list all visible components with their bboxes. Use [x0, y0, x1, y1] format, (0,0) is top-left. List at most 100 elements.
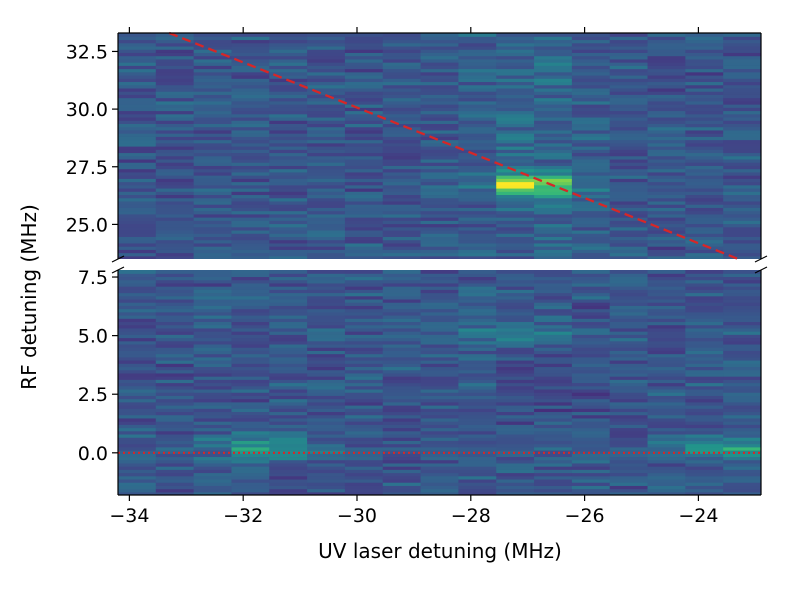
heatmap-cell — [496, 395, 535, 400]
heatmap-cell — [685, 440, 724, 445]
heatmap-cell — [723, 433, 761, 438]
heatmap-cell — [496, 123, 535, 128]
heatmap-cell — [420, 226, 460, 231]
heatmap-cell — [269, 129, 308, 134]
heatmap-cell — [193, 62, 233, 66]
heatmap-cell — [155, 229, 195, 234]
heatmap-cell — [344, 446, 384, 451]
heatmap-cell — [685, 292, 724, 297]
heatmap-cell — [571, 146, 611, 150]
heatmap-cell — [307, 459, 346, 464]
heatmap-cell — [458, 255, 497, 259]
heatmap-cell — [496, 91, 535, 95]
heatmap-cell — [647, 78, 686, 83]
heatmap-cell — [193, 388, 233, 393]
heatmap-cell — [231, 327, 270, 332]
heatmap-cell — [647, 246, 686, 250]
heatmap-cell — [155, 385, 195, 390]
heatmap-cell — [420, 133, 460, 137]
heatmap-cell — [382, 65, 422, 70]
heatmap-cell — [307, 207, 346, 212]
heatmap-cell — [609, 456, 649, 461]
heatmap-cell — [723, 337, 761, 342]
heatmap-cell — [118, 321, 157, 326]
heatmap-cell — [534, 42, 573, 47]
heatmap-cell — [231, 136, 270, 141]
heatmap-cell — [193, 363, 233, 368]
heatmap-cell — [609, 295, 649, 300]
heatmap-cell — [458, 136, 497, 141]
heatmap-cell — [685, 324, 724, 329]
heatmap-cell — [458, 233, 497, 237]
heatmap-cell — [496, 55, 535, 60]
heatmap-cell — [231, 453, 270, 458]
heatmap-cell — [420, 369, 460, 374]
heatmap-cell — [534, 315, 573, 319]
heatmap-cell — [420, 155, 460, 160]
heatmap-cell — [534, 78, 573, 83]
heatmap-cell — [231, 308, 270, 313]
heatmap-cell — [118, 184, 157, 189]
heatmap-cell — [420, 255, 460, 259]
heatmap-cell — [496, 71, 535, 76]
heatmap-cell — [609, 220, 649, 225]
heatmap-cell — [382, 276, 422, 281]
heatmap-cell — [307, 91, 346, 95]
heatmap-cell — [344, 162, 384, 166]
heatmap-cell — [269, 491, 308, 495]
heatmap-cell — [193, 136, 233, 141]
heatmap-cell — [458, 200, 497, 205]
heatmap-cell — [344, 315, 384, 319]
heatmap-cell — [685, 210, 724, 215]
heatmap-cell — [609, 210, 649, 215]
heatmap-cell — [231, 162, 270, 166]
heatmap-cell — [307, 311, 346, 316]
heatmap-cell — [269, 171, 308, 176]
heatmap-cell — [609, 226, 649, 231]
heatmap-cell — [571, 152, 611, 157]
heatmap-cell — [571, 363, 611, 368]
heatmap-cell — [647, 120, 686, 124]
heatmap-cell — [118, 353, 157, 358]
heatmap-cell — [458, 289, 497, 294]
heatmap-cell — [118, 142, 157, 147]
heatmap-cell — [420, 242, 460, 247]
heatmap-cell — [609, 340, 649, 345]
heatmap-cell — [344, 175, 384, 179]
heatmap-cell — [420, 440, 460, 445]
heatmap-cell — [571, 213, 611, 218]
heatmap-cell — [307, 350, 346, 355]
heatmap-cell — [420, 65, 460, 70]
heatmap-cell — [571, 475, 611, 480]
heatmap-cell — [269, 472, 308, 477]
heatmap-cell — [155, 81, 195, 86]
y-tick-label: 30.0 — [66, 99, 108, 121]
heatmap-cell — [647, 273, 686, 278]
heatmap-cell — [307, 246, 346, 250]
heatmap-cell — [571, 204, 611, 208]
heatmap-cell — [534, 146, 573, 150]
heatmap-cell — [344, 491, 384, 495]
heatmap-cell — [723, 331, 761, 335]
heatmap-cell — [231, 282, 270, 287]
heatmap-cell — [269, 372, 308, 377]
heatmap-cell — [307, 146, 346, 150]
heatmap-cell — [609, 270, 649, 274]
heatmap-cell — [723, 324, 761, 329]
heatmap-cell — [118, 298, 157, 303]
heatmap-cell — [420, 58, 460, 63]
heatmap-cell — [496, 488, 535, 493]
heatmap-cell — [685, 401, 724, 406]
heatmap-cell — [458, 204, 497, 208]
heatmap-cell — [344, 62, 384, 66]
heatmap-cell — [723, 78, 761, 83]
heatmap-cell — [420, 87, 460, 92]
heatmap-cell — [155, 488, 195, 493]
heatmap-cell — [382, 39, 422, 44]
heatmap-cell — [193, 116, 233, 121]
heatmap-cell — [534, 162, 573, 166]
heatmap-cell — [420, 321, 460, 326]
heatmap-cell — [155, 401, 195, 406]
heatmap-cell — [685, 366, 724, 371]
heatmap-cell — [118, 223, 157, 228]
